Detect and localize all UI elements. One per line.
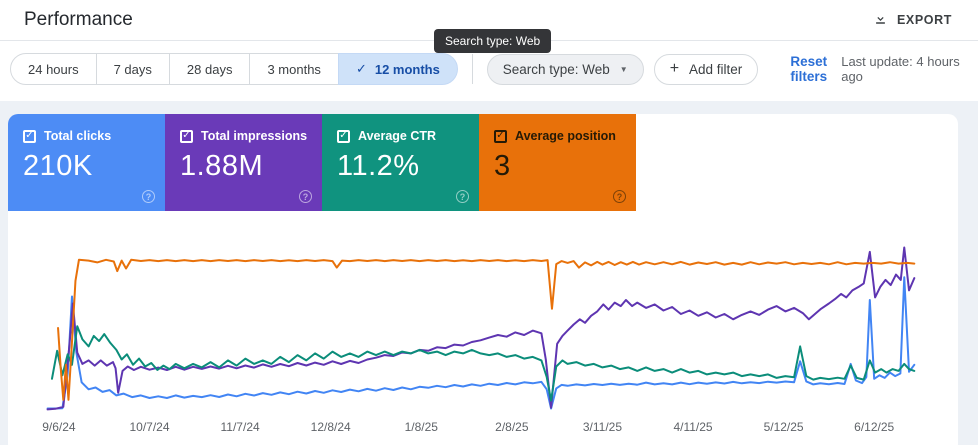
metric-label: Total impressions <box>201 129 308 143</box>
date-range-label: 24 hours <box>28 61 79 77</box>
topbar: Performance EXPORT Search type: Web 24 h… <box>0 0 978 101</box>
card-label-row: ✓ Average CTR <box>337 129 467 143</box>
date-range-chip-24-hours[interactable]: 24 hours <box>10 53 97 85</box>
date-range-chip-3-months[interactable]: 3 months <box>249 53 339 85</box>
x-axis-label: 6/12/25 <box>854 420 895 434</box>
check-icon: ✓ <box>355 61 367 76</box>
search-type-tooltip: Search type: Web <box>434 29 552 53</box>
x-axis: 9/6/24 10/7/24 11/7/24 12/8/24 1/8/25 2/8/25 3… <box>42 418 916 444</box>
page-title: Performance <box>24 9 133 30</box>
metric-label: Average position <box>515 129 616 143</box>
date-range-chip-12-months[interactable]: ✓ 12 months <box>337 53 458 85</box>
x-axis-label: 10/7/24 <box>129 420 170 434</box>
filter-bar: Search type: Web 24 hours 7 days 28 days 3 … <box>0 29 978 101</box>
add-filter-button[interactable]: + Add filter <box>653 53 759 85</box>
series-line-total-impressions <box>48 248 915 410</box>
date-range-label: 28 days <box>186 61 233 77</box>
card-label-row: ✓ Average position <box>494 129 624 143</box>
metric-label: Total clicks <box>44 129 112 143</box>
date-range-label: 12 months <box>374 61 440 77</box>
metric-value: 210K <box>23 150 93 182</box>
metric-cards-row: ✓ Total clicks 210K? ✓ Total impressions 1.88… <box>8 114 958 211</box>
metric-label: Average CTR <box>358 129 437 143</box>
plus-icon: + <box>669 60 680 77</box>
export-label: EXPORT <box>897 13 952 27</box>
metric-card-average-ctr[interactable]: ✓ Average CTR 11.2%? <box>322 114 479 211</box>
export-button[interactable]: EXPORT <box>873 11 952 29</box>
chart-area: 9/6/24 10/7/24 11/7/24 12/8/24 1/8/25 2/8/25 3… <box>8 211 958 444</box>
date-range-label: 7 days <box>113 61 152 77</box>
series-line-average-position <box>58 260 914 400</box>
add-filter-label: Add filter <box>689 61 743 77</box>
search-type-label: Search type: Web <box>502 61 610 77</box>
checkbox-icon[interactable]: ✓ <box>180 129 193 143</box>
x-axis-label: 4/11/25 <box>673 420 713 434</box>
help-icon[interactable]: ? <box>299 190 312 203</box>
metric-card-total-impressions[interactable]: ✓ Total impressions 1.88M? <box>165 114 322 211</box>
help-icon[interactable]: ? <box>142 190 155 203</box>
card-label-row: ✓ Total impressions <box>180 129 310 143</box>
search-type-dropdown[interactable]: Search type: Web ▼ <box>486 53 644 85</box>
metric-card-total-clicks[interactable]: ✓ Total clicks 210K? <box>8 114 165 211</box>
help-icon[interactable]: ? <box>456 190 469 203</box>
x-axis-label: 2/8/25 <box>495 420 529 434</box>
date-range-label: 3 months <box>267 61 321 77</box>
last-update-text: Last update: 4 hours ago <box>841 54 960 84</box>
x-axis-label: 12/8/24 <box>310 420 351 434</box>
x-axis-label: 3/11/25 <box>582 420 623 434</box>
x-axis-label: 9/6/24 <box>42 420 76 434</box>
x-axis-label: 11/7/24 <box>220 420 260 434</box>
chevron-down-icon: ▼ <box>619 64 628 74</box>
series-line-total-clicks <box>48 277 915 408</box>
checkbox-icon[interactable]: ✓ <box>494 129 507 143</box>
download-icon <box>873 11 888 29</box>
x-axis-label: 5/12/25 <box>763 420 804 434</box>
series-line-average-ctr <box>52 326 914 400</box>
metric-value: 3 <box>494 150 511 182</box>
checkbox-icon[interactable]: ✓ <box>23 129 36 143</box>
x-axis-label: 1/8/25 <box>404 420 438 434</box>
metric-value: 1.88M <box>180 150 264 182</box>
date-range-chip-28-days[interactable]: 28 days <box>168 53 251 85</box>
metric-value: 11.2% <box>337 150 420 182</box>
help-icon[interactable]: ? <box>613 190 626 203</box>
reset-filters-button[interactable]: Reset filters <box>776 54 841 84</box>
metric-card-average-position[interactable]: ✓ Average position 3? <box>479 114 636 211</box>
performance-chart <box>45 237 916 412</box>
date-range-chip-7-days[interactable]: 7 days <box>95 53 170 85</box>
date-range-group: 24 hours 7 days 28 days 3 months ✓ 12 months <box>10 53 458 85</box>
card-label-row: ✓ Total clicks <box>23 129 153 143</box>
checkbox-icon[interactable]: ✓ <box>337 129 350 143</box>
filter-divider <box>471 54 473 84</box>
performance-panel: ✓ Total clicks 210K? ✓ Total impressions 1.88… <box>8 114 958 445</box>
